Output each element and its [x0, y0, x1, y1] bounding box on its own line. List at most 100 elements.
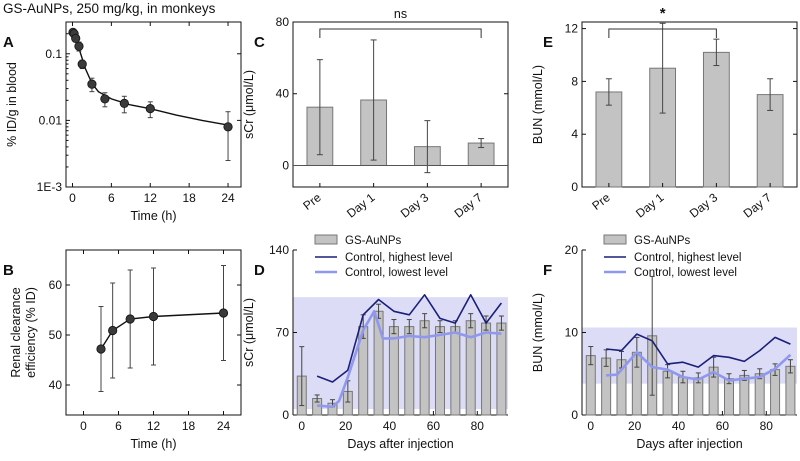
plot-frame	[65, 21, 242, 188]
bracket-line	[319, 28, 482, 38]
x-tick-label: 40	[672, 419, 686, 433]
y-axis-label: BUN (mmol/L)	[531, 65, 545, 144]
legend: GS-AuNPs Control, highest level Control, l…	[314, 234, 452, 279]
category-label: Pre	[589, 190, 613, 213]
error-bar	[767, 78, 774, 111]
x-tick-label: 12	[147, 419, 161, 433]
bar	[419, 320, 430, 416]
y-axis-label-line: Renal clearance	[9, 287, 23, 377]
panel-f: 0 10 20 0 20 40 60 80 Days after injection BUN (m…	[531, 234, 797, 451]
legend-label-lowest: Control, lowest level	[345, 267, 448, 279]
plot-frame	[292, 21, 509, 188]
y-axis-label: sCr (μmol/L)	[242, 298, 256, 367]
x-tick-label: 80	[760, 419, 774, 433]
significance-label: *	[660, 5, 666, 22]
error-bar	[422, 313, 428, 329]
data-point	[71, 33, 81, 44]
error-bar	[468, 313, 474, 329]
category-label: Day 1	[344, 190, 378, 221]
category-label: Day 1	[633, 190, 667, 221]
data-point	[119, 98, 129, 108]
bar	[388, 326, 399, 416]
bar	[754, 373, 765, 416]
x-axis-label: Time (h)	[130, 437, 176, 451]
y-tick-label: 12	[565, 22, 579, 36]
error-bar	[316, 59, 323, 156]
bar	[481, 322, 492, 416]
error-bar	[713, 38, 720, 67]
error-bar	[695, 372, 701, 384]
error-bar	[314, 394, 320, 403]
bar	[496, 322, 507, 416]
panel-label-d: D	[254, 262, 265, 279]
x-tick-label: 18	[182, 191, 196, 205]
category-label: Day 7	[452, 190, 486, 221]
control-highest-line	[316, 294, 503, 383]
x-axis-label: Days after injection	[347, 437, 453, 451]
category-label: Pre	[300, 190, 324, 213]
y-tick-label: 0.1	[45, 47, 62, 61]
y-axis-label: % ID/g in blood	[5, 62, 19, 147]
data-point	[96, 344, 106, 354]
category-label: Day 7	[741, 190, 775, 221]
data-point	[125, 314, 135, 324]
axes: 1E-3 0.01 0.1 0 6 12 18 24 Time (h) % ID/g in blo…	[5, 21, 242, 223]
error-bar	[406, 319, 412, 335]
plot-frame	[581, 21, 798, 188]
bar	[693, 377, 704, 416]
legend-label-bars: GS-AuNPs	[634, 235, 690, 247]
x-tick-label: 18	[182, 419, 196, 433]
error-bar	[299, 346, 305, 407]
panel-label-e: E	[543, 34, 553, 51]
data-point	[87, 79, 97, 89]
axes: 0 10 20 0 20 40 60 80 Days after injection BUN (m…	[531, 243, 797, 451]
control-lowest-line	[316, 310, 502, 409]
x-tick-label: 0	[80, 419, 87, 433]
data-point	[223, 122, 233, 132]
data-point	[74, 41, 84, 51]
category-label: Day 3	[687, 190, 721, 221]
y-tick-label: 50	[49, 328, 63, 342]
figure-title: GS-AuNPs, 250 mg/kg, in monkeys	[3, 1, 216, 16]
error-bar	[605, 78, 612, 106]
y-tick-label: 20	[565, 243, 579, 257]
x-tick-label: 60	[716, 419, 730, 433]
error-bar	[787, 359, 793, 374]
panel-b: 40 50 60 0 6 12 18 24 Time (h) Renal clearance eff…	[9, 249, 242, 451]
y-axis-label: sCr (μmol/L)	[242, 70, 256, 139]
error-bar	[478, 138, 485, 149]
x-axis-label: Days after injection	[636, 437, 742, 451]
bar	[770, 369, 781, 416]
significance-bracket: *	[608, 5, 717, 38]
y-tick-label: 60	[49, 278, 63, 292]
panel-label-f: F	[543, 262, 552, 279]
x-tick-label: 0	[69, 191, 76, 205]
error-bar	[588, 346, 594, 366]
y-axis-label-line: efficiency (% ID)	[24, 287, 38, 378]
x-tick-label: 60	[427, 419, 441, 433]
data-point	[108, 325, 118, 336]
y-tick-label: 1E-3	[37, 180, 63, 194]
x-tick-label: 20	[339, 419, 353, 433]
y-tick-label: 70	[276, 326, 290, 340]
minor-ticks	[66, 33, 69, 168]
y-tick-label: 0.01	[39, 113, 63, 127]
legend-label-lowest: Control, lowest level	[634, 267, 737, 279]
x-tick-label: 0	[587, 419, 594, 433]
error-bar	[649, 275, 655, 396]
y-tick-label: 0	[282, 158, 289, 172]
error-bar	[225, 111, 231, 161]
y-tick-label: 10	[565, 326, 579, 340]
error-bar	[659, 22, 666, 114]
legend: GS-AuNPs Control, highest level Control, l…	[603, 234, 741, 279]
legend-label-highest: Control, highest level	[634, 252, 741, 264]
x-tick-label: 20	[628, 419, 642, 433]
x-tick-label: 6	[115, 419, 122, 433]
data-point	[100, 94, 110, 104]
error-bar	[370, 39, 377, 161]
x-tick-label: 12	[144, 191, 158, 205]
significance-label: ns	[394, 7, 407, 21]
bracket-line	[608, 28, 717, 38]
y-tick-label: 40	[49, 378, 63, 392]
